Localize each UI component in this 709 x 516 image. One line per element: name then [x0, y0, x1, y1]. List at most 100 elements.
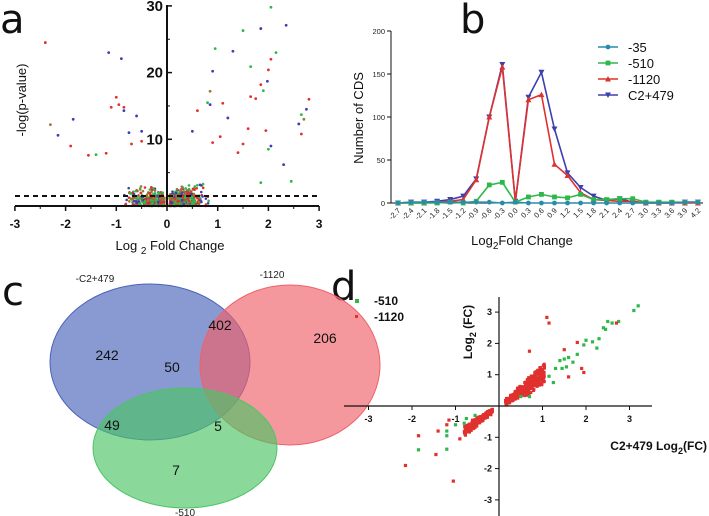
scatter-point--1120 [434, 452, 438, 457]
scatter-point--1120 [575, 340, 579, 345]
scatter-point--1120 [436, 429, 440, 433]
volcano-point-blue [284, 23, 288, 27]
scatter-point--1120 [490, 408, 494, 412]
volcano-point [139, 185, 143, 188]
volcano-ticks: -3 -2 -1 0 1 2 3 10 20 30 [10, 0, 323, 231]
scatter-point--1120 [535, 384, 539, 388]
line-point--35 [643, 200, 649, 206]
scatter-y-tick-label: -1 [484, 432, 492, 442]
legend-label--510: -510 [628, 56, 654, 71]
line-point--35 [486, 199, 492, 205]
scatter-point--1120 [468, 426, 472, 430]
line-x-tick-label: 1.8 [584, 206, 598, 220]
line-point--35 [682, 199, 688, 205]
scatter-point--1120 [534, 377, 538, 381]
line-y-tick-label: 0 [381, 199, 385, 208]
volcano-point-blue [259, 27, 263, 30]
volcano-y-tick-label: 30 [146, 0, 163, 15]
scatter-point--1120 [484, 412, 488, 416]
line-point-C2+479 [551, 126, 558, 133]
scatter-y-tick-label: 1 [487, 370, 492, 380]
scatter-point--510 [632, 308, 636, 313]
scatter-point--1120 [472, 421, 476, 425]
volcano-point-green [206, 101, 209, 105]
line-point--510 [578, 192, 583, 197]
volcano-x-tick-label: 1 [214, 217, 221, 231]
scatter-point--510 [527, 395, 532, 399]
scatter-point--1120 [523, 381, 527, 385]
volcano-point-blue [265, 79, 269, 83]
venn-label-1120: -1120 [260, 270, 285, 281]
scatter-point--510 [610, 321, 614, 325]
volcano-point [178, 201, 181, 205]
line-point--510 [565, 195, 570, 201]
volcano-point-blue [107, 51, 111, 54]
volcano-point [195, 186, 199, 190]
scatter-point--1120 [537, 383, 541, 387]
scatter-point--1120 [482, 414, 486, 418]
line-point--1120 [499, 64, 506, 70]
scatter-point--1120 [458, 437, 462, 441]
scatter-point--1120 [527, 382, 531, 386]
scatter-point--1120 [477, 421, 481, 425]
volcano-point [190, 192, 193, 196]
volcano-point [201, 195, 204, 198]
scatter-point--510 [606, 319, 610, 324]
scatter-point--1120 [582, 370, 586, 375]
volcano-point-green [269, 5, 273, 9]
scatter-point--1120 [515, 386, 519, 390]
scatter-x-tick-label: -1 [451, 414, 459, 424]
scatter-point--1120 [525, 381, 529, 385]
scatter-point--1120 [516, 395, 520, 399]
volcano-point [177, 197, 181, 200]
scatter-point--1120 [541, 363, 545, 367]
volcano-plot: -3 -2 -1 0 1 2 3 10 20 30 Log 2 Fold Change -log(… [10, 0, 323, 257]
scatter-point--510 [567, 355, 571, 360]
scatter-point--510 [416, 448, 421, 452]
volcano-point [180, 192, 183, 195]
scatter-point--1120 [529, 391, 533, 395]
scatter-point--1120 [519, 392, 523, 396]
scatter-point--1120 [538, 373, 542, 377]
scatter-point--1120 [527, 392, 531, 396]
line-x-tick-label: -0.3 [491, 206, 507, 222]
volcano-point [162, 198, 166, 201]
line-point--1120 [564, 172, 571, 178]
scatter-y-tick-label: -3 [484, 495, 492, 505]
line-point--1120 [473, 176, 480, 183]
line-x-tick-label: 3.0 [636, 206, 650, 220]
scatter-point--1120 [471, 426, 475, 430]
volcano-x-tick-label: 2 [265, 217, 272, 231]
line-x-tick-label: 0.6 [532, 206, 546, 220]
scatter-point--1120 [467, 422, 471, 426]
line-point--510 [499, 179, 505, 185]
scatter-point--510 [462, 421, 466, 425]
line-x-tick-label: 1.5 [571, 206, 585, 220]
correlation-scatter: -3 -2 -1 1 2 3 3 2 1 -1 -2 -3 -510 -1120 C2+479 Log… [344, 294, 707, 516]
scatter-point--1120 [535, 370, 539, 374]
volcano-point [184, 187, 187, 190]
scatter-point--510 [575, 352, 579, 356]
line-y-tick-label: 50 [377, 156, 385, 165]
scatter-point--510 [547, 374, 551, 378]
volcano-point-olive [302, 117, 306, 121]
scatter-point--1120 [567, 375, 571, 379]
volcano-point [175, 187, 179, 191]
volcano-point [189, 200, 193, 204]
scatter-point--1120 [533, 379, 537, 383]
line-y-tick-label: 150 [372, 70, 385, 79]
line-point--510 [526, 194, 531, 200]
scatter-point--1120 [507, 396, 511, 400]
volcano-point-red [269, 57, 273, 61]
line-point--35 [578, 200, 583, 206]
volcano-point-red [246, 127, 250, 131]
volcano-point [183, 196, 187, 200]
scatter-point--1120 [473, 418, 477, 422]
venn-diagram: -C2+479 -1120 -510 242 402 206 50 49 5 7 [49, 270, 381, 516]
scatter-point--510 [445, 429, 449, 433]
scatter-point--1120 [542, 380, 546, 384]
scatter-point--510 [590, 340, 595, 344]
scatter-point--1120 [513, 396, 517, 400]
volcano-point-red [264, 129, 268, 133]
line-x-tick-label: 1.2 [558, 206, 572, 220]
